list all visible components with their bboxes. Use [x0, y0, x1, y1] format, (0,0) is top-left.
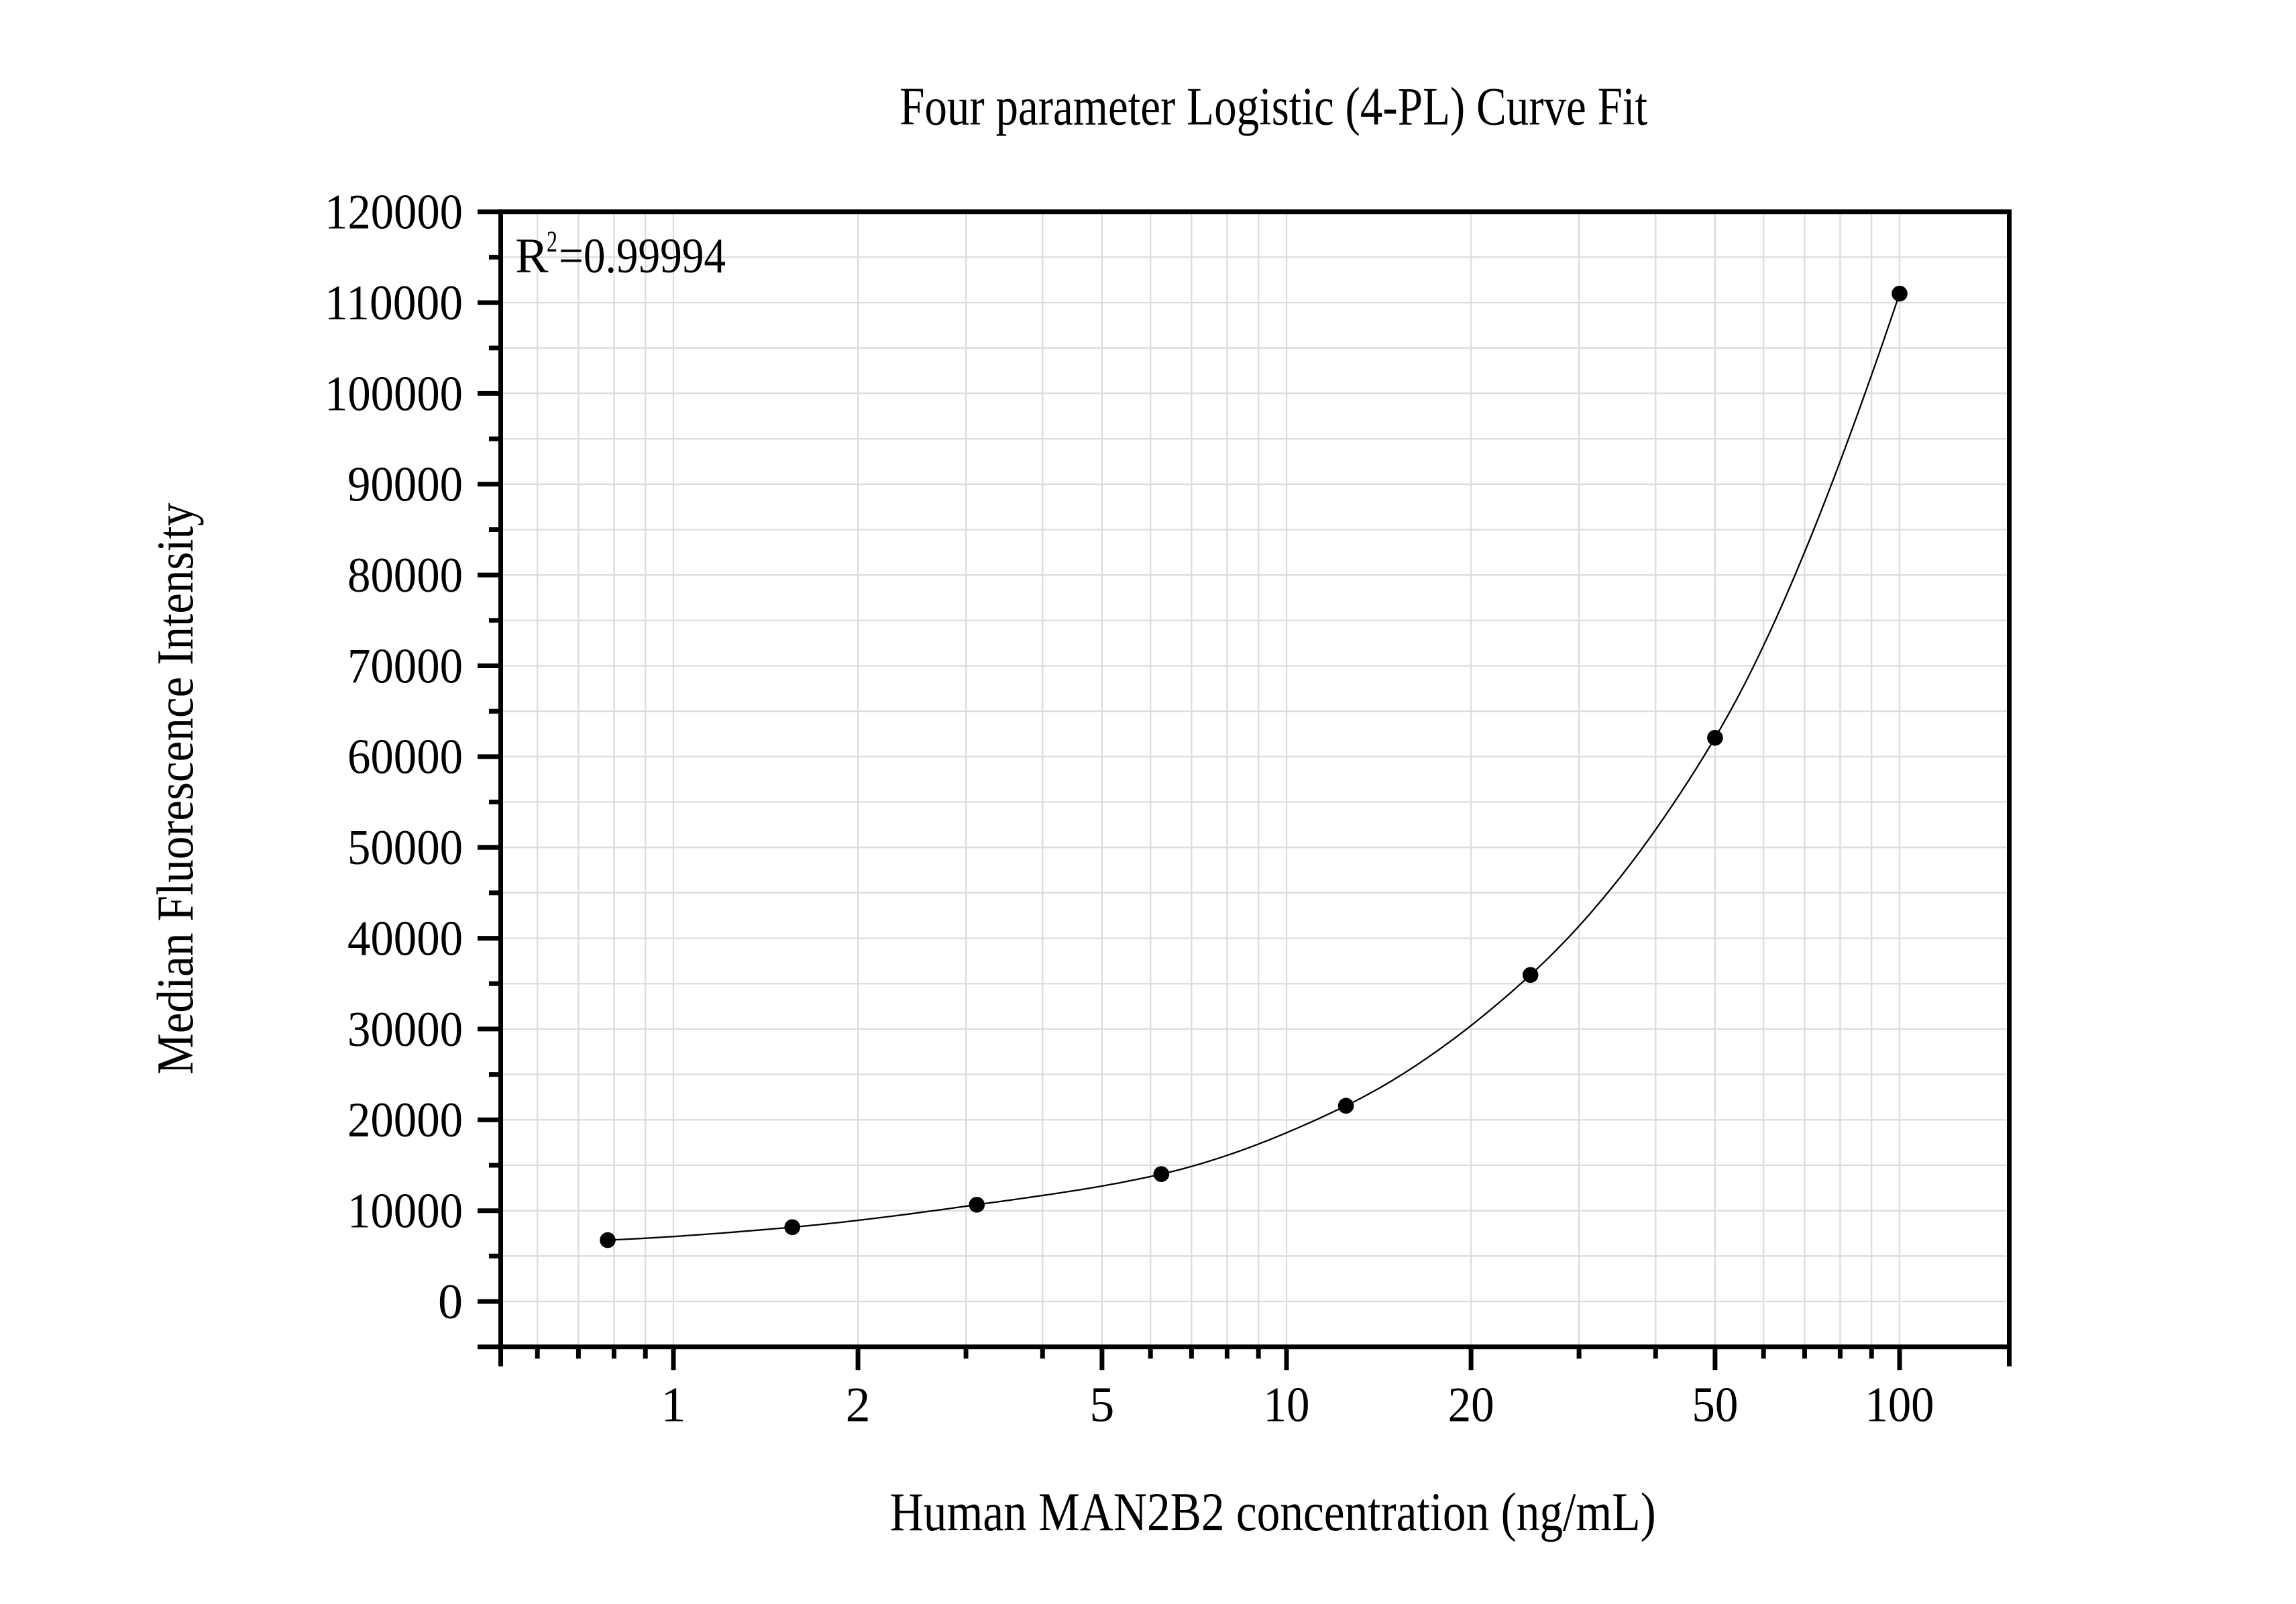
svg-text:50: 50 [1692, 1378, 1738, 1433]
svg-text:60000: 60000 [347, 730, 463, 785]
svg-text:50000: 50000 [347, 820, 463, 875]
svg-text:5: 5 [1089, 1378, 1114, 1433]
svg-text:20000: 20000 [347, 1093, 463, 1148]
svg-text:R: R [515, 229, 549, 284]
svg-text:10: 10 [1264, 1378, 1310, 1433]
svg-text:100000: 100000 [325, 366, 463, 421]
svg-text:100: 100 [1865, 1378, 1934, 1433]
svg-text:Median Fluorescence Intensity: Median Fluorescence Intensity [146, 502, 204, 1074]
svg-text:0: 0 [438, 1275, 463, 1330]
svg-text:Four parameter Logistic (4-PL): Four parameter Logistic (4-PL) Curve Fit [899, 78, 1647, 137]
svg-text:10000: 10000 [347, 1184, 463, 1239]
svg-text:80000: 80000 [347, 548, 463, 603]
svg-text:30000: 30000 [347, 1002, 463, 1057]
svg-text:20: 20 [1448, 1378, 1494, 1433]
svg-text:=0.99994: =0.99994 [559, 229, 726, 284]
svg-text:40000: 40000 [347, 911, 463, 966]
svg-text:2: 2 [547, 225, 557, 258]
svg-text:1: 1 [661, 1378, 686, 1433]
svg-text:120000: 120000 [325, 185, 463, 240]
svg-text:Human MAN2B2 concentration (ng: Human MAN2B2 concentration (ng/mL) [890, 1481, 1656, 1542]
svg-text:90000: 90000 [347, 458, 463, 513]
svg-text:2: 2 [846, 1378, 871, 1433]
svg-text:70000: 70000 [347, 639, 463, 694]
svg-text:110000: 110000 [325, 276, 463, 331]
